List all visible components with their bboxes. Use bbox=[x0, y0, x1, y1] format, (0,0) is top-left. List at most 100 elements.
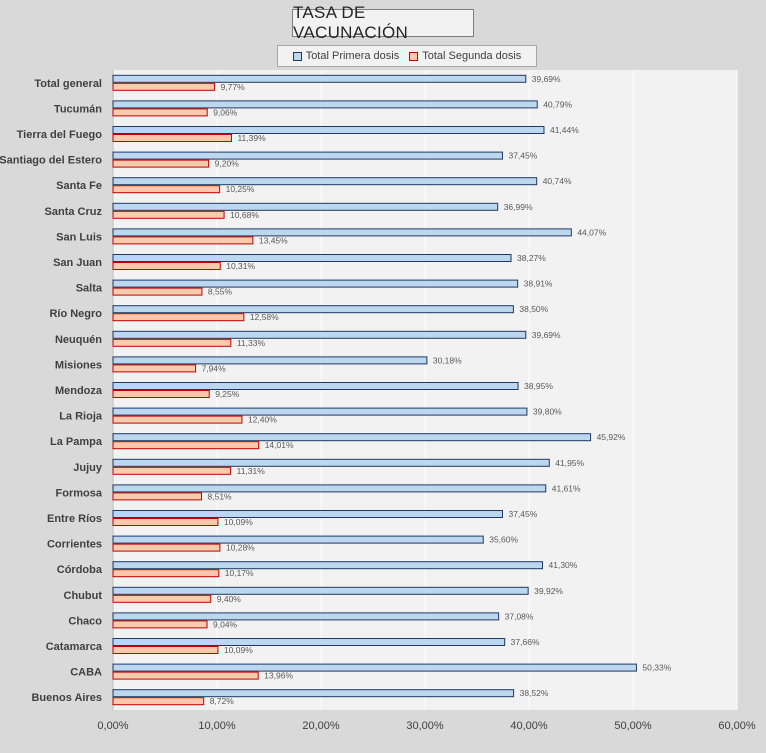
bar-second-dose bbox=[112, 185, 221, 194]
data-label-second-dose: 9,40% bbox=[217, 594, 242, 604]
bar-second-dose bbox=[112, 82, 216, 91]
bar-first-dose bbox=[112, 382, 519, 390]
data-label-first-dose: 37,45% bbox=[508, 151, 537, 161]
legend-label-first-dose: Total Primera dosis bbox=[305, 50, 400, 62]
bar-first-dose bbox=[112, 74, 527, 83]
chart-title: TASA DE VACUNACIÓN bbox=[292, 3, 474, 42]
data-label-second-dose: 12,40% bbox=[248, 415, 277, 425]
data-label-first-dose: 50,33% bbox=[642, 663, 671, 673]
data-label-second-dose: 10,68% bbox=[230, 210, 259, 220]
bar-second-dose bbox=[112, 543, 221, 552]
data-label-second-dose: 7,94% bbox=[202, 363, 227, 373]
category-label: Corrientes bbox=[47, 539, 102, 551]
x-tick-label: 40,00% bbox=[510, 720, 548, 732]
x-tick-label: 50,00% bbox=[614, 720, 652, 732]
bar-first-dose bbox=[112, 177, 538, 186]
data-label-second-dose: 11,39% bbox=[237, 133, 266, 143]
bar-first-dose bbox=[112, 100, 538, 109]
bar-second-dose bbox=[112, 159, 210, 168]
data-label-first-dose: 41,61% bbox=[552, 483, 581, 493]
data-label-first-dose: 41,30% bbox=[549, 560, 578, 570]
data-label-first-dose: 37,45% bbox=[508, 509, 537, 519]
data-label-first-dose: 39,92% bbox=[534, 586, 563, 596]
bar-first-dose bbox=[112, 663, 637, 672]
bar-second-dose bbox=[112, 210, 225, 219]
category-label: Buenos Aires bbox=[31, 692, 102, 704]
bar-first-dose bbox=[112, 638, 506, 646]
category-label: Santa Fe bbox=[56, 180, 102, 192]
legend-item-second-dose: Total Segunda dosis bbox=[409, 50, 521, 62]
data-label-first-dose: 39,69% bbox=[532, 74, 561, 84]
data-label-second-dose: 12,58% bbox=[250, 312, 279, 322]
bar-first-dose bbox=[112, 586, 529, 595]
bar-second-dose bbox=[112, 287, 203, 296]
category-label: Entre Ríos bbox=[47, 513, 102, 525]
bar-first-dose bbox=[112, 126, 545, 134]
category-label: Chaco bbox=[68, 615, 102, 627]
category-label: Chubut bbox=[64, 590, 103, 602]
x-tick-label: 0,00% bbox=[97, 720, 128, 732]
x-tick-label: 60,00% bbox=[718, 720, 756, 732]
bar-first-dose bbox=[112, 254, 512, 262]
data-label-second-dose: 8,72% bbox=[210, 696, 235, 706]
category-label: Santiago del Estero bbox=[0, 155, 102, 167]
data-label-second-dose: 8,55% bbox=[208, 287, 233, 297]
legend-item-first-dose: Total Primera dosis bbox=[292, 50, 400, 62]
category-label: La Pampa bbox=[50, 436, 103, 448]
data-label-second-dose: 10,09% bbox=[224, 645, 253, 655]
category-label: Santa Cruz bbox=[45, 206, 103, 218]
bar-second-dose bbox=[112, 441, 260, 450]
category-label: Córdoba bbox=[57, 564, 103, 576]
data-label-first-dose: 37,66% bbox=[511, 637, 540, 647]
data-label-first-dose: 39,69% bbox=[532, 330, 561, 340]
data-label-first-dose: 39,80% bbox=[533, 407, 562, 417]
data-label-second-dose: 9,20% bbox=[215, 159, 240, 169]
chart-legend: Total Primera dosis Total Segunda dosis bbox=[277, 45, 537, 67]
data-label-first-dose: 38,91% bbox=[524, 279, 553, 289]
category-label: Misiones bbox=[55, 359, 102, 371]
data-label-second-dose: 14,01% bbox=[265, 440, 294, 450]
x-tick-label: 10,00% bbox=[198, 720, 236, 732]
data-label-first-dose: 36,99% bbox=[504, 202, 533, 212]
bar-first-dose bbox=[112, 484, 547, 493]
category-label: Río Negro bbox=[49, 308, 102, 320]
data-label-second-dose: 10,09% bbox=[224, 517, 253, 527]
category-label: San Luis bbox=[56, 231, 102, 243]
category-label: San Juan bbox=[53, 257, 102, 269]
category-label: Neuquén bbox=[55, 334, 102, 346]
x-tick-label: 30,00% bbox=[406, 720, 444, 732]
bar-second-dose bbox=[112, 697, 205, 706]
bar-second-dose bbox=[112, 594, 212, 603]
bar-second-dose bbox=[112, 518, 219, 526]
bar-first-dose bbox=[112, 356, 428, 365]
data-label-second-dose: 9,04% bbox=[213, 619, 238, 629]
bar-second-dose bbox=[112, 646, 219, 654]
category-label: Formosa bbox=[56, 487, 103, 499]
data-label-first-dose: 44,07% bbox=[577, 227, 606, 237]
bar-first-dose bbox=[112, 535, 484, 544]
category-label: Jujuy bbox=[73, 462, 103, 474]
plot-area bbox=[113, 70, 737, 710]
category-label: CABA bbox=[70, 667, 102, 679]
bar-second-dose bbox=[112, 338, 232, 347]
data-label-second-dose: 11,31% bbox=[237, 466, 266, 476]
bar-second-dose bbox=[112, 108, 208, 117]
data-label-first-dose: 45,92% bbox=[597, 432, 626, 442]
data-label-first-dose: 37,08% bbox=[505, 611, 534, 621]
data-label-second-dose: 9,77% bbox=[221, 82, 246, 92]
bar-second-dose bbox=[112, 262, 221, 270]
bar-first-dose bbox=[112, 279, 519, 288]
bar-first-dose bbox=[112, 433, 592, 442]
data-label-second-dose: 9,06% bbox=[213, 107, 238, 117]
data-label-second-dose: 13,45% bbox=[259, 235, 288, 245]
bar-second-dose bbox=[112, 492, 203, 501]
bar-second-dose bbox=[112, 415, 243, 424]
data-label-second-dose: 10,28% bbox=[226, 543, 255, 553]
category-label: La Rioja bbox=[59, 411, 103, 423]
x-tick-label: 20,00% bbox=[302, 720, 340, 732]
category-label: Salta bbox=[76, 283, 103, 295]
legend-swatch-second-dose bbox=[409, 51, 419, 61]
bar-first-dose bbox=[112, 407, 528, 416]
legend-swatch-first-dose bbox=[292, 51, 302, 61]
data-label-first-dose: 41,44% bbox=[550, 125, 579, 135]
